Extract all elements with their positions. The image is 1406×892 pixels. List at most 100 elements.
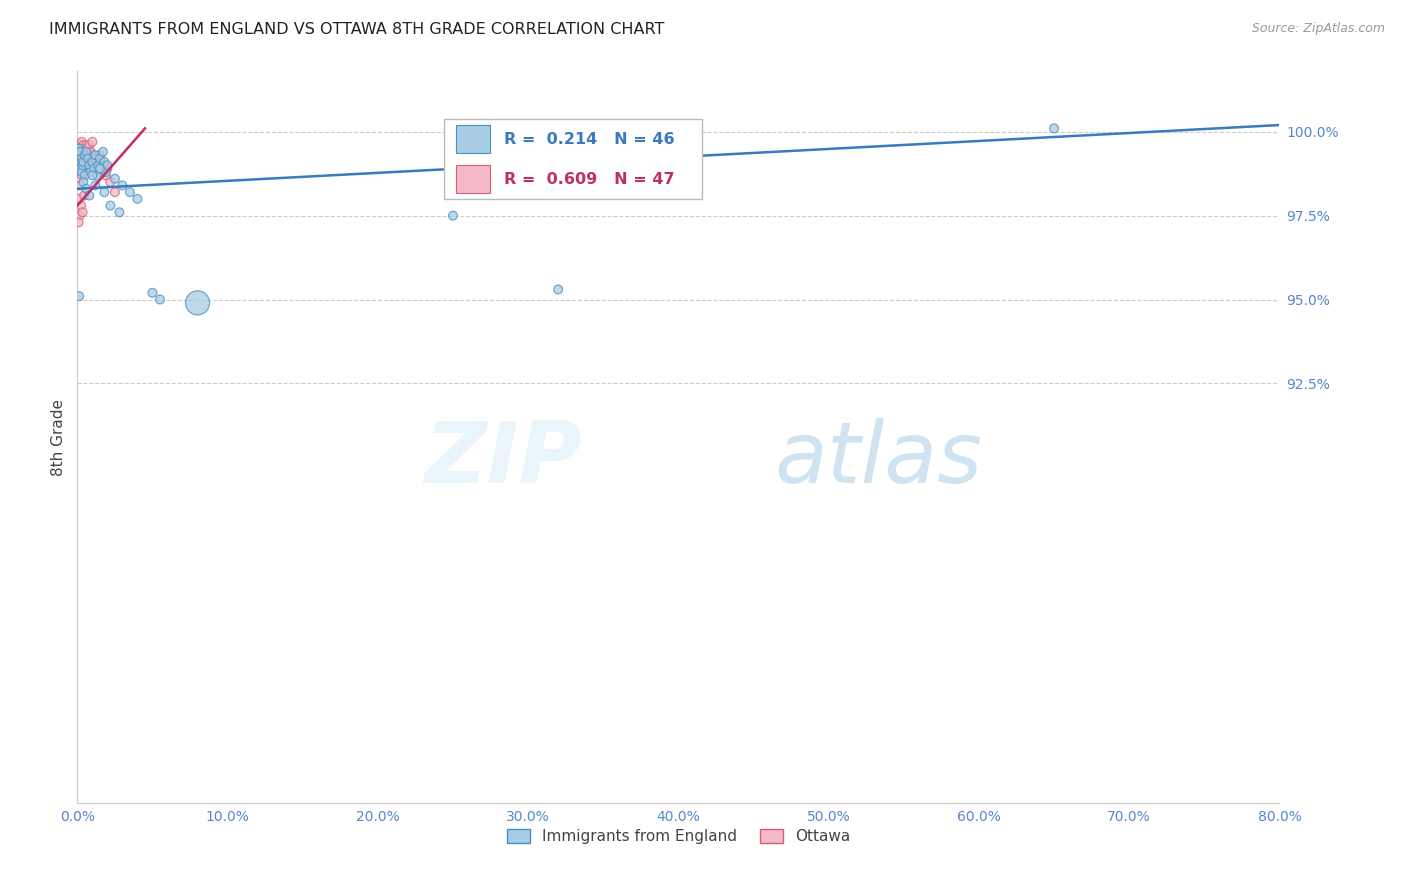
Point (104, 185, 127, 199)
Point (73, 148, 96, 162)
Point (127, 192, 149, 206)
Point (79, 188, 101, 202)
Point (69, 142, 91, 156)
Point (67, 158, 90, 172)
Point (70, 155, 93, 169)
Point (89, 165, 111, 179)
Point (83, 161, 105, 176)
Point (441, 209, 464, 223)
Point (118, 185, 141, 199)
Point (69, 145, 91, 159)
Point (72, 158, 94, 172)
Point (108, 205, 131, 219)
Point (75, 148, 97, 162)
FancyBboxPatch shape (456, 125, 489, 153)
Text: ZIP: ZIP (425, 417, 582, 500)
Point (149, 293, 172, 307)
Point (547, 282, 569, 296)
Point (67, 142, 90, 156)
Legend: Immigrants from England, Ottawa: Immigrants from England, Ottawa (501, 822, 856, 850)
Point (94, 165, 117, 179)
Text: IMMIGRANTS FROM ENGLAND VS OTTAWA 8TH GRADE CORRELATION CHART: IMMIGRANTS FROM ENGLAND VS OTTAWA 8TH GR… (49, 22, 665, 37)
Point (69, 178, 91, 193)
Point (84, 178, 107, 193)
Point (1043, 121, 1066, 136)
Point (186, 296, 209, 310)
Point (86, 161, 108, 176)
Point (87, 158, 110, 172)
Point (77, 148, 100, 162)
Point (82, 155, 104, 169)
Point (69, 209, 91, 223)
Point (70, 152, 93, 166)
Point (141, 285, 163, 300)
Point (89, 161, 111, 176)
Point (79, 145, 101, 159)
Text: Source: ZipAtlas.com: Source: ZipAtlas.com (1251, 22, 1385, 36)
FancyBboxPatch shape (456, 165, 489, 194)
Point (76, 152, 98, 166)
Point (67, 152, 90, 166)
Point (86, 169, 108, 183)
Y-axis label: 8th Grade: 8th Grade (51, 399, 66, 475)
Point (93, 185, 115, 199)
Point (84, 152, 107, 166)
FancyBboxPatch shape (444, 119, 703, 200)
Point (83, 158, 105, 172)
Point (80, 155, 103, 169)
Point (96, 161, 118, 176)
Point (70, 165, 93, 179)
Point (69, 148, 91, 162)
Point (90, 161, 112, 176)
Text: atlas: atlas (775, 417, 983, 500)
Point (76, 145, 98, 159)
Point (70, 169, 93, 183)
Point (73, 145, 96, 159)
Point (87, 155, 110, 169)
Point (84, 152, 107, 166)
Point (90, 158, 112, 172)
Point (79, 138, 101, 153)
Point (82, 148, 104, 162)
Point (104, 171, 127, 186)
Point (75, 145, 97, 159)
Point (82, 169, 104, 183)
Point (70, 198, 93, 212)
Point (75, 138, 97, 153)
Point (84, 148, 107, 162)
Point (72, 155, 94, 169)
Point (91, 145, 114, 159)
Point (70, 135, 93, 149)
Point (70, 145, 93, 159)
Point (100, 198, 122, 212)
Point (73, 152, 96, 166)
Point (73, 142, 96, 156)
Point (67, 192, 90, 206)
Point (89, 152, 111, 166)
Point (80, 165, 103, 179)
Point (69, 138, 91, 153)
Point (111, 178, 134, 193)
Point (91, 165, 114, 179)
Point (79, 158, 101, 172)
Point (100, 175, 122, 189)
Point (89, 148, 111, 162)
Point (73, 169, 96, 183)
Point (94, 169, 117, 183)
Point (67, 215, 90, 229)
Point (96, 158, 118, 172)
Point (72, 158, 94, 172)
Text: R =  0.214   N = 46: R = 0.214 N = 46 (505, 131, 675, 146)
Point (72, 205, 94, 219)
Point (93, 155, 115, 169)
Text: R =  0.609   N = 47: R = 0.609 N = 47 (505, 172, 675, 186)
Point (93, 158, 115, 172)
Point (75, 142, 97, 156)
Point (72, 175, 94, 189)
Point (80, 145, 103, 159)
Point (72, 142, 94, 156)
Point (76, 148, 98, 162)
Point (69, 161, 91, 176)
Point (73, 188, 96, 202)
Point (76, 142, 98, 156)
